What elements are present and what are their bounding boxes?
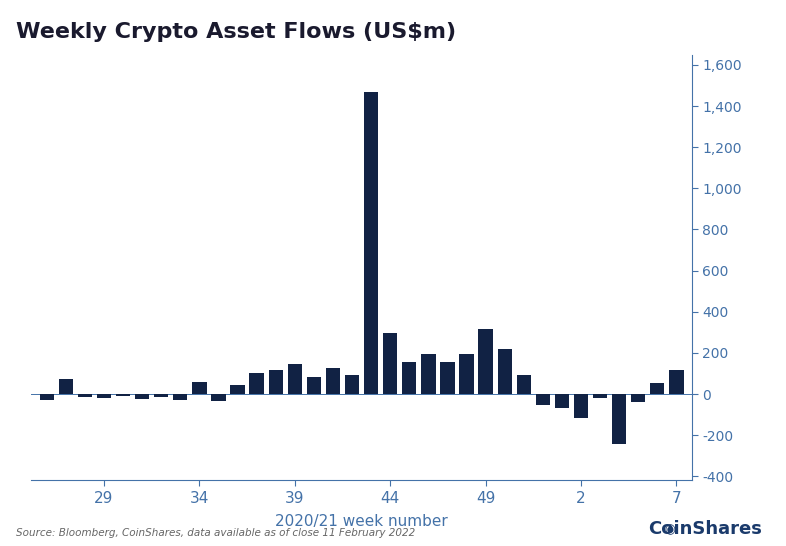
Bar (555, 394, 569, 408)
Bar (479, 329, 493, 394)
Bar (269, 370, 283, 394)
Bar (459, 354, 474, 394)
Bar (97, 394, 111, 398)
Bar (383, 334, 398, 394)
Bar (536, 394, 550, 405)
Bar (364, 92, 378, 394)
Bar (288, 364, 302, 394)
Text: ◉: ◉ (664, 523, 675, 536)
Bar (498, 349, 512, 394)
Bar (39, 394, 54, 400)
X-axis label: 2020/21 week number: 2020/21 week number (275, 514, 448, 529)
Bar (612, 394, 626, 444)
Bar (650, 383, 664, 394)
Bar (193, 382, 207, 394)
Bar (593, 394, 608, 398)
Bar (135, 394, 149, 399)
Text: Source: Bloomberg, CoinShares, data available as of close 11 February 2022: Source: Bloomberg, CoinShares, data avai… (16, 528, 415, 538)
Bar (230, 385, 244, 394)
Bar (116, 394, 130, 396)
Bar (78, 394, 92, 397)
Bar (307, 377, 321, 394)
Bar (249, 373, 264, 394)
Bar (669, 370, 684, 394)
Bar (173, 394, 187, 400)
Text: Weekly Crypto Asset Flows (US$m): Weekly Crypto Asset Flows (US$m) (16, 22, 456, 42)
Bar (345, 375, 359, 394)
Bar (440, 362, 454, 394)
Bar (59, 378, 73, 394)
Bar (211, 394, 226, 401)
Bar (402, 362, 417, 394)
Bar (631, 394, 645, 402)
Bar (325, 369, 340, 394)
Bar (154, 394, 168, 397)
Bar (421, 354, 435, 394)
Bar (574, 394, 588, 418)
Text: CoinShares: CoinShares (648, 520, 762, 538)
Bar (516, 375, 531, 394)
